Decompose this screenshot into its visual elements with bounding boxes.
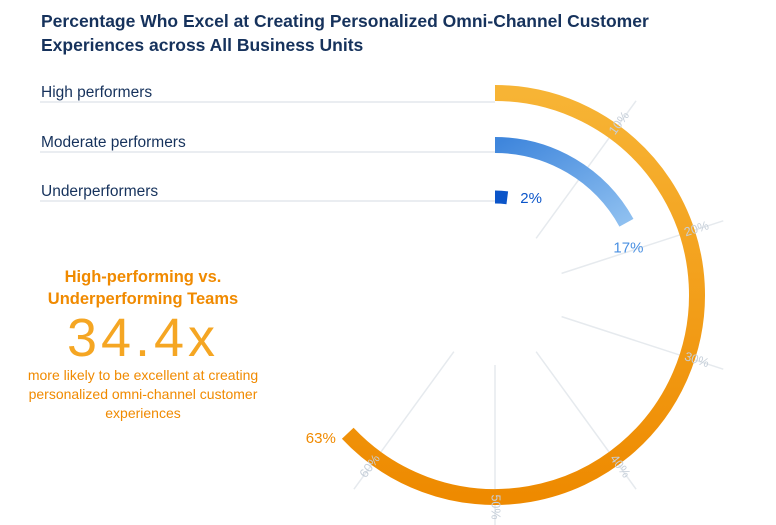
callout-text: more likely to be excellent at creating …: [27, 367, 259, 421]
scale-tick-label: 50%: [489, 494, 503, 519]
value-label: 17%: [613, 240, 643, 257]
radial-bar-moderate: [494, 137, 634, 227]
radial-bar-under: [494, 190, 509, 205]
value-label: 2%: [520, 190, 542, 207]
callout-heading: High-performing vs. Underperforming Team…: [47, 268, 239, 308]
gridline: [353, 351, 455, 490]
category-guide-lines: [40, 101, 495, 202]
radial-bar-high: [341, 85, 705, 505]
radial-bars: [341, 85, 705, 505]
callout-stat: 34.4x: [66, 308, 220, 368]
radial-gridlines: [353, 100, 724, 525]
chart-title: Percentage Who Excel at Creating Persona…: [41, 11, 649, 55]
gridline: [535, 351, 637, 490]
category-label: High performers: [41, 84, 152, 101]
callout: High-performing vs. Underperforming Team…: [20, 266, 266, 423]
gridline: [561, 220, 724, 275]
category-label: Underperformers: [41, 183, 158, 200]
category-label: Moderate performers: [41, 134, 186, 151]
value-label: 63%: [306, 430, 336, 447]
gridline: [561, 315, 724, 370]
